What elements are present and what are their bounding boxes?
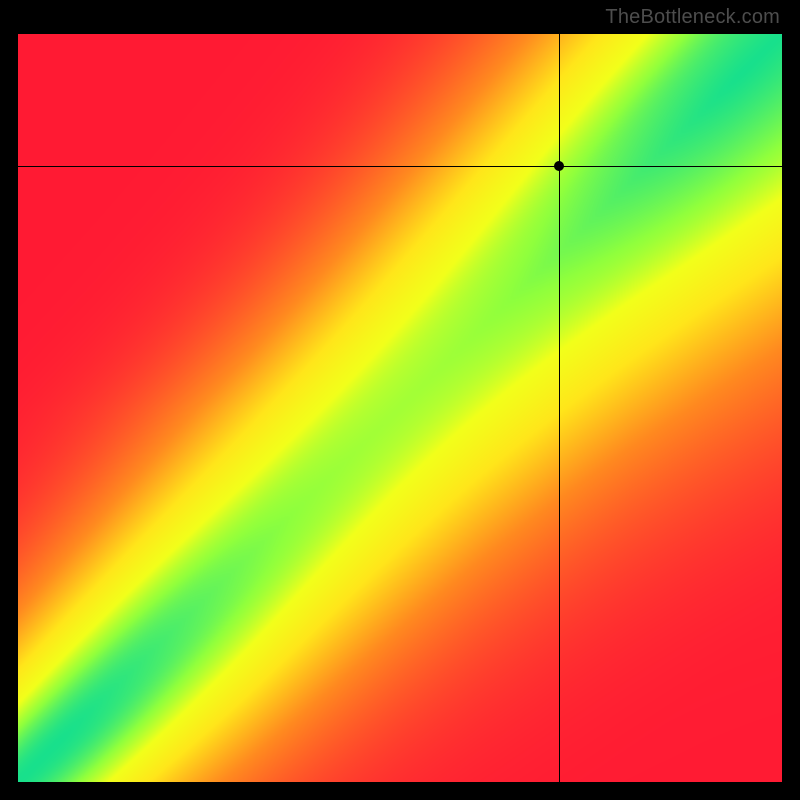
crosshair-vertical (559, 34, 560, 782)
crosshair-marker (554, 161, 564, 171)
watermark-text: TheBottleneck.com (605, 6, 780, 29)
chart-container: TheBottleneck.com (0, 0, 800, 800)
heatmap-canvas (18, 34, 782, 782)
crosshair-horizontal (18, 166, 782, 167)
heatmap-plot (18, 34, 782, 782)
